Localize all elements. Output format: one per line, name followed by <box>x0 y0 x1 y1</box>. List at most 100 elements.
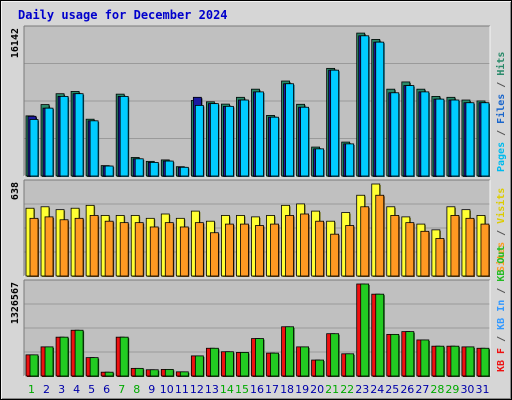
bar-sites <box>29 217 39 277</box>
day-label: 1 <box>28 383 35 396</box>
bar-kb-out <box>74 329 84 377</box>
bar-pages <box>89 120 99 177</box>
bar-pages <box>209 103 219 177</box>
legend-entry: KB Out <box>496 246 507 282</box>
day-label: 6 <box>103 383 110 396</box>
bar-pages <box>164 160 174 177</box>
bar-kb-out <box>104 371 114 377</box>
bar-pages <box>405 85 415 177</box>
bar-sites <box>134 222 144 277</box>
day-label: 8 <box>133 383 140 396</box>
bar-sites <box>285 215 294 277</box>
panel-max-label: 1326567 <box>10 282 21 324</box>
bar-pages <box>149 162 159 177</box>
day-label: 15 <box>235 383 249 396</box>
legend-entry: KB F <box>496 348 507 372</box>
bar-pages <box>450 99 460 177</box>
bar-sites <box>164 222 174 277</box>
bar-kb-out <box>194 355 204 377</box>
bar-pages <box>255 91 264 177</box>
bar-kb-out <box>89 357 99 377</box>
bar-pages <box>285 83 294 177</box>
bar-sites <box>480 223 490 277</box>
legend-entry: / <box>496 124 507 142</box>
bar-sites <box>179 226 189 277</box>
bar-kb-out <box>225 351 234 377</box>
bar-pages <box>390 92 400 177</box>
day-label: 30 <box>460 383 474 396</box>
bar-kb-out <box>44 346 54 377</box>
day-label: 7 <box>118 383 125 396</box>
legend-entry: / <box>496 330 507 348</box>
day-label: 31 <box>475 383 489 396</box>
day-label: 4 <box>73 383 80 396</box>
bar-sites <box>315 220 325 277</box>
bar-pages <box>420 91 430 177</box>
bar-kb-out <box>390 333 400 377</box>
bar-sites <box>450 215 460 277</box>
legend-entry: Pages <box>496 142 507 172</box>
chart-title: Daily usage for December 2024 <box>18 8 228 22</box>
day-label: 24 <box>370 383 384 396</box>
day-label: 28 <box>430 383 444 396</box>
bar-sites <box>89 215 99 277</box>
bar-kb-out <box>405 331 415 377</box>
bar-kb-out <box>345 353 355 377</box>
bar-pages <box>360 35 370 177</box>
panel-max-label: 638 <box>10 182 21 200</box>
bar-sites <box>104 220 114 277</box>
bar-sites <box>270 223 279 277</box>
bar-kb-out <box>59 336 69 377</box>
bar-pages <box>179 166 189 177</box>
day-label: 21 <box>325 383 339 396</box>
legend-entry: Sites <box>495 242 507 272</box>
bar-sites <box>405 222 415 277</box>
bar-pages <box>134 158 144 177</box>
bar-kb-out <box>300 346 309 377</box>
bar-sites <box>225 223 234 277</box>
bar-sites <box>44 216 54 277</box>
bar-pages <box>225 105 234 177</box>
bar-kb-out <box>450 345 460 377</box>
day-label: 5 <box>88 383 95 396</box>
bar-pages <box>44 107 54 177</box>
legend-entry: Hits <box>495 52 507 76</box>
bar-pages <box>194 105 204 177</box>
bar-sites <box>375 194 385 277</box>
bar-kb-out <box>179 371 189 377</box>
bar-pages <box>435 98 445 177</box>
day-label: 14 <box>220 383 234 396</box>
day-label: 17 <box>265 383 279 396</box>
bar-kb-out <box>420 339 430 377</box>
legend-entry: / <box>496 282 507 300</box>
bar-sites <box>194 222 204 277</box>
bar-pages <box>300 106 309 177</box>
day-label: 2 <box>43 383 50 396</box>
legend-top: Pages / Files / Hits <box>495 52 507 172</box>
bar-pages <box>480 102 490 177</box>
day-label: 9 <box>148 383 155 396</box>
bar-sites <box>345 225 355 277</box>
bar-kb-out <box>465 346 475 377</box>
bar-sites <box>465 217 475 277</box>
bar-sites <box>119 222 129 277</box>
day-label: 29 <box>445 383 459 396</box>
day-label: 19 <box>295 383 309 396</box>
bar-kb-out <box>29 354 39 377</box>
bar-sites <box>59 219 69 277</box>
bar-pages <box>240 99 249 177</box>
bar-sites <box>209 232 219 277</box>
bar-sites <box>74 217 84 277</box>
bar-kb-out <box>315 359 325 377</box>
day-label: 26 <box>400 383 414 396</box>
bar-sites <box>420 230 430 277</box>
day-label: 18 <box>280 383 294 396</box>
bar-kb-out <box>480 347 490 377</box>
bar-pages <box>345 143 355 177</box>
day-label: 22 <box>340 383 354 396</box>
bar-sites <box>240 223 249 277</box>
panel-max-label: 16142 <box>10 28 21 58</box>
bar-kb-out <box>255 338 264 377</box>
bar-sites <box>360 206 370 277</box>
